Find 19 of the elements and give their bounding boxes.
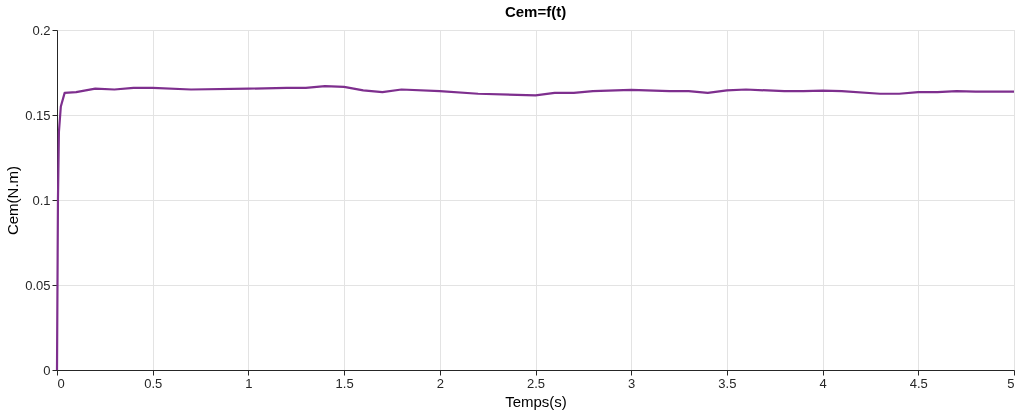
x-tick-label: 4.5 [909, 375, 928, 391]
y-tick-label: 0.2 [32, 22, 51, 38]
y-axis-title: Cem(N.m) [4, 165, 22, 236]
chart-title: Cem=f(t) [504, 3, 567, 20]
x-tick-label: 1.5 [335, 375, 354, 391]
x-tick-label: 0.5 [144, 375, 163, 391]
x-tick-label: 5 [1007, 375, 1015, 391]
x-tick-label: 2.5 [526, 375, 546, 391]
x-tick-label: 1 [245, 375, 253, 391]
x-tick-label: 2 [436, 375, 444, 391]
x-axis-title: Temps(s) [505, 392, 567, 410]
x-tick-label: 4 [819, 375, 827, 391]
y-tick-label: 0.1 [32, 192, 51, 208]
y-tick-label: 0.05 [25, 277, 51, 293]
x-tick-label: 3 [628, 375, 636, 391]
y-tick-label: 0 [43, 362, 51, 378]
y-tick-label: 0.15 [25, 107, 51, 123]
x-tick-label: 0 [57, 375, 65, 391]
x-tick-label: 3.5 [718, 375, 737, 391]
